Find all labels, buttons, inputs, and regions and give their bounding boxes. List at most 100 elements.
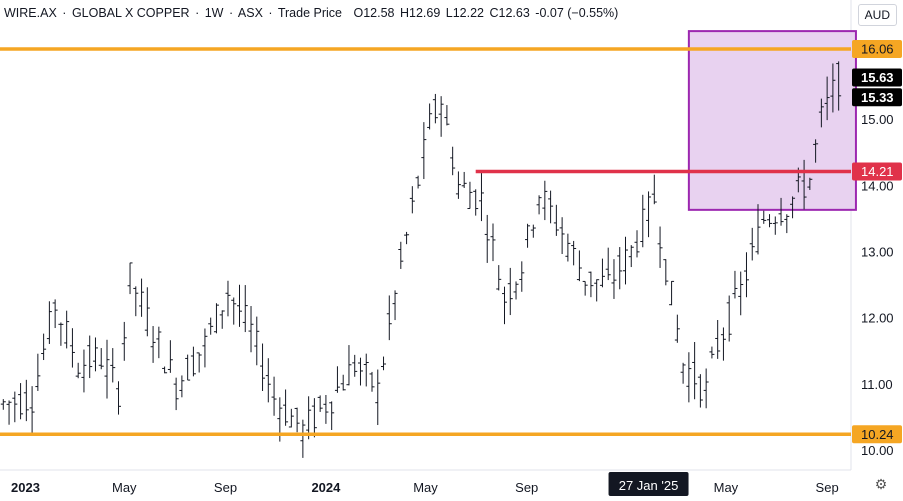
ohlc-bar[interactable] bbox=[674, 314, 680, 343]
ohlc-bar[interactable] bbox=[208, 317, 214, 335]
ohlc-bar[interactable] bbox=[525, 223, 531, 248]
ohlc-bar[interactable] bbox=[507, 267, 513, 316]
ohlc-bar[interactable] bbox=[323, 394, 329, 424]
ohlc-bar[interactable] bbox=[265, 358, 271, 403]
ohlc-bar[interactable] bbox=[133, 286, 139, 317]
ohlc-bar[interactable] bbox=[530, 224, 536, 238]
ohlc-bar[interactable] bbox=[697, 374, 703, 408]
ohlc-bar[interactable] bbox=[461, 171, 467, 188]
ohlc-bar[interactable] bbox=[542, 180, 548, 221]
ohlc-bar[interactable] bbox=[398, 241, 404, 269]
ohlc-bar[interactable] bbox=[818, 98, 824, 128]
ohlc-bar[interactable] bbox=[6, 400, 12, 425]
ohlc-bar[interactable] bbox=[611, 259, 617, 299]
ohlc-bar[interactable] bbox=[294, 407, 300, 433]
ohlc-bar[interactable] bbox=[807, 177, 813, 190]
ohlc-bar[interactable] bbox=[116, 381, 122, 415]
ohlc-bar[interactable] bbox=[352, 354, 358, 377]
ohlc-bar[interactable] bbox=[415, 175, 421, 189]
ohlc-bar[interactable] bbox=[213, 303, 219, 334]
ohlc-bar[interactable] bbox=[46, 301, 52, 344]
ohlc-bar[interactable] bbox=[450, 146, 456, 176]
ohlc-bar[interactable] bbox=[179, 375, 185, 398]
ohlc-bar[interactable] bbox=[121, 321, 127, 361]
highlight-zone-rect[interactable] bbox=[687, 30, 857, 211]
ohlc-bar[interactable] bbox=[622, 236, 628, 285]
ohlc-bar[interactable] bbox=[640, 194, 646, 248]
ohlc-bar[interactable] bbox=[110, 348, 116, 383]
ohlc-bar[interactable] bbox=[127, 262, 133, 295]
ohlc-bar[interactable] bbox=[346, 345, 352, 386]
ohlc-bar[interactable] bbox=[536, 195, 542, 215]
ohlc-bar[interactable] bbox=[830, 63, 836, 113]
ohlc-bar[interactable] bbox=[594, 279, 600, 302]
ohlc-bar[interactable] bbox=[720, 327, 726, 361]
ohlc-bar[interactable] bbox=[306, 396, 312, 440]
ohlc-bar[interactable] bbox=[801, 159, 807, 210]
ohlc-bar[interactable] bbox=[778, 197, 784, 226]
ohlc-bar[interactable] bbox=[69, 328, 75, 368]
ohlc-bar[interactable] bbox=[686, 352, 692, 403]
ohlc-bar[interactable] bbox=[599, 258, 605, 288]
ohlc-bar[interactable] bbox=[709, 346, 715, 359]
ohlc-bar[interactable] bbox=[311, 398, 317, 438]
ohlc-bar[interactable] bbox=[761, 210, 767, 224]
ohlc-bar[interactable] bbox=[467, 181, 473, 210]
ohlc-bar[interactable] bbox=[784, 214, 790, 234]
ohlc-bar[interactable] bbox=[98, 348, 104, 370]
ohlc-bar[interactable] bbox=[490, 223, 496, 262]
ohlc-bar[interactable] bbox=[813, 139, 819, 163]
ohlc-bar[interactable] bbox=[52, 299, 58, 329]
ohlc-bar[interactable] bbox=[726, 295, 732, 342]
interval-label[interactable]: 1W bbox=[204, 6, 224, 20]
ohlc-bar[interactable] bbox=[657, 226, 663, 268]
ohlc-bar[interactable] bbox=[576, 250, 582, 282]
ohlc-bar[interactable] bbox=[185, 354, 191, 381]
ohlc-bar[interactable] bbox=[150, 326, 156, 363]
ohlc-bar[interactable] bbox=[144, 287, 150, 337]
ohlc-bar[interactable] bbox=[381, 356, 387, 371]
ohlc-bar[interactable] bbox=[81, 349, 87, 393]
ohlc-bar[interactable] bbox=[715, 319, 721, 359]
ohlc-bar[interactable] bbox=[236, 284, 242, 327]
ohlc-bar[interactable] bbox=[369, 371, 375, 392]
ohlc-bar[interactable] bbox=[35, 353, 41, 391]
ohlc-bar[interactable] bbox=[432, 93, 438, 124]
ohlc-bar[interactable] bbox=[18, 383, 24, 420]
ohlc-bar[interactable] bbox=[519, 261, 525, 292]
ohlc-bar[interactable] bbox=[824, 76, 830, 121]
ohlc-bar[interactable] bbox=[548, 190, 554, 224]
symbol-label[interactable]: WIRE.AX bbox=[4, 6, 57, 20]
ohlc-bar[interactable] bbox=[634, 230, 640, 258]
ohlc-bar[interactable] bbox=[772, 216, 778, 235]
ohlc-bar[interactable] bbox=[473, 189, 479, 216]
ohlc-bar[interactable] bbox=[605, 247, 611, 281]
ohlc-bar[interactable] bbox=[288, 408, 294, 428]
ohlc-bar[interactable] bbox=[755, 204, 761, 255]
ohlc-bar[interactable] bbox=[767, 214, 773, 228]
ohlc-bar[interactable] bbox=[225, 280, 231, 317]
ohlc-bar[interactable] bbox=[559, 217, 565, 255]
ohlc-bar[interactable] bbox=[749, 227, 755, 261]
ohlc-bar[interactable] bbox=[340, 374, 346, 391]
ohlc-bar[interactable] bbox=[732, 270, 738, 299]
ohlc-bar[interactable] bbox=[663, 259, 669, 286]
ohlc-bar[interactable] bbox=[588, 271, 594, 298]
ohlc-bar[interactable] bbox=[75, 362, 81, 379]
ohlc-bar[interactable] bbox=[300, 419, 306, 458]
currency-button[interactable]: AUD bbox=[857, 4, 897, 26]
ohlc-bar[interactable] bbox=[12, 391, 18, 423]
ohlc-bar[interactable] bbox=[617, 247, 623, 290]
ohlc-bar[interactable] bbox=[404, 231, 410, 245]
ohlc-bar[interactable] bbox=[29, 386, 35, 435]
ohlc-bar[interactable] bbox=[167, 340, 173, 373]
ohlc-bar[interactable] bbox=[484, 214, 490, 263]
ohlc-bar[interactable] bbox=[836, 61, 842, 111]
ohlc-bar[interactable] bbox=[139, 278, 145, 317]
ohlc-bar[interactable] bbox=[421, 122, 427, 180]
ohlc-bar[interactable] bbox=[565, 233, 571, 262]
ohlc-bar[interactable] bbox=[173, 377, 179, 411]
ohlc-bar[interactable] bbox=[513, 281, 519, 300]
